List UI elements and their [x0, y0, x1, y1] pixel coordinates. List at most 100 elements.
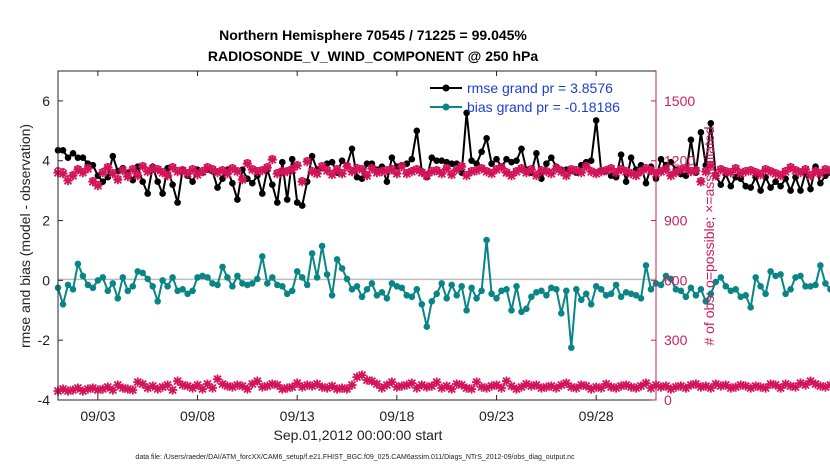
- assimilated-marker: [377, 167, 387, 177]
- obs-count-series: [53, 155, 830, 396]
- lower-obs-marker: [462, 383, 472, 393]
- x-tick-label: 09/28: [579, 408, 614, 424]
- assimilated-marker: [546, 169, 556, 179]
- lower-obs-marker: [227, 382, 237, 392]
- rmse-point: [642, 179, 650, 187]
- bias-point: [234, 272, 241, 280]
- assimilated-marker: [616, 165, 626, 175]
- assimilated-marker: [297, 177, 307, 187]
- lower-obs-marker: [551, 383, 561, 393]
- assimilated-marker: [412, 165, 422, 175]
- lower-obs-marker: [207, 383, 217, 393]
- lower-obs-marker: [521, 379, 531, 389]
- assimilated-marker: [73, 165, 83, 175]
- assimilated-marker: [302, 157, 312, 167]
- assimilated-marker: [815, 169, 825, 179]
- assimilated-marker: [262, 163, 272, 173]
- lower-obs-marker: [810, 379, 820, 389]
- bias-point: [582, 290, 590, 298]
- rmse-point: [353, 173, 361, 181]
- bias-point: [323, 271, 331, 278]
- lower-obs-marker: [771, 380, 781, 390]
- bias-point: [169, 274, 176, 281]
- bias-point: [533, 289, 540, 296]
- lower-obs-marker: [272, 380, 282, 390]
- lower-obs-marker: [546, 381, 556, 391]
- rmse-point: [279, 158, 286, 166]
- lower-obs-marker: [173, 376, 183, 386]
- y-tick-label: -2: [38, 332, 51, 348]
- assimilated-marker: [267, 155, 277, 165]
- rmse-point: [817, 179, 824, 187]
- rmse-point: [293, 199, 301, 206]
- lower-obs-marker: [252, 376, 262, 386]
- lower-obs-marker: [222, 381, 232, 391]
- bias-point: [463, 307, 470, 314]
- assimilated-marker: [402, 169, 412, 179]
- lower-obs-marker: [736, 380, 746, 390]
- rmse-point: [548, 154, 555, 161]
- assimilated-marker: [701, 167, 711, 177]
- lower-obs-marker: [606, 382, 616, 392]
- bias-point: [662, 272, 670, 280]
- bias-point: [259, 253, 266, 260]
- lower-obs-marker: [123, 384, 133, 394]
- bias-point: [328, 292, 336, 299]
- bias-point: [538, 287, 545, 295]
- lower-obs-marker: [407, 378, 417, 388]
- assimilated-marker: [771, 169, 781, 179]
- bias-point: [413, 286, 421, 293]
- lower-obs-marker: [287, 382, 297, 392]
- lower-obs-marker: [277, 384, 287, 394]
- bias-point: [453, 292, 461, 299]
- assimilated-marker: [143, 167, 153, 177]
- assimilated-marker: [432, 166, 442, 176]
- bias-point: [568, 344, 575, 352]
- rmse-point: [383, 178, 391, 185]
- x-axis: 09/03 09/08 09/13 09/18 09/23 09/28: [80, 71, 614, 424]
- assimilated-marker: [108, 169, 118, 179]
- bias-point: [617, 293, 625, 301]
- lower-obs-marker: [731, 382, 741, 392]
- assimilated-marker: [731, 164, 741, 174]
- bias-point: [488, 290, 495, 298]
- assimilated-marker: [571, 166, 581, 176]
- bias-point: [687, 284, 695, 292]
- lower-obs-marker: [741, 381, 751, 391]
- bias-point: [149, 283, 156, 290]
- assimilated-marker: [716, 165, 726, 175]
- lower-obs-marker: [561, 378, 571, 388]
- y-tick-label: 0: [42, 272, 50, 288]
- assimilated-marker: [68, 171, 78, 181]
- assimilated-marker: [556, 167, 566, 177]
- assimilated-marker: [681, 164, 691, 174]
- assimilated-marker: [58, 169, 68, 179]
- bias-point: [164, 283, 171, 290]
- lower-obs-marker: [472, 377, 482, 387]
- bias-point: [518, 308, 525, 316]
- assimilated-marker: [123, 172, 133, 182]
- bias-point: [812, 281, 819, 289]
- bias-point: [59, 301, 67, 308]
- assimilated-marker: [118, 166, 128, 176]
- assimilated-marker: [312, 169, 322, 179]
- assimilated-marker: [382, 166, 392, 176]
- rmse-point: [797, 187, 804, 194]
- bias-point: [84, 281, 92, 289]
- assimilated-marker: [711, 171, 721, 181]
- rmse-point: [413, 127, 421, 135]
- rmse-point: [288, 155, 296, 163]
- rmse-point: [782, 175, 789, 182]
- lower-obs-marker: [556, 380, 566, 390]
- rmse-point: [438, 157, 446, 164]
- bias-point: [493, 295, 500, 302]
- assimilated-marker: [442, 164, 452, 174]
- lower-obs-marker: [621, 380, 631, 390]
- lower-obs-marker: [247, 379, 257, 389]
- rmse-point: [283, 196, 291, 203]
- bias-point: [219, 263, 226, 271]
- lower-obs-marker: [68, 385, 78, 395]
- bias-point: [592, 283, 600, 290]
- lower-obs-marker: [646, 383, 656, 393]
- bias-point: [692, 292, 700, 299]
